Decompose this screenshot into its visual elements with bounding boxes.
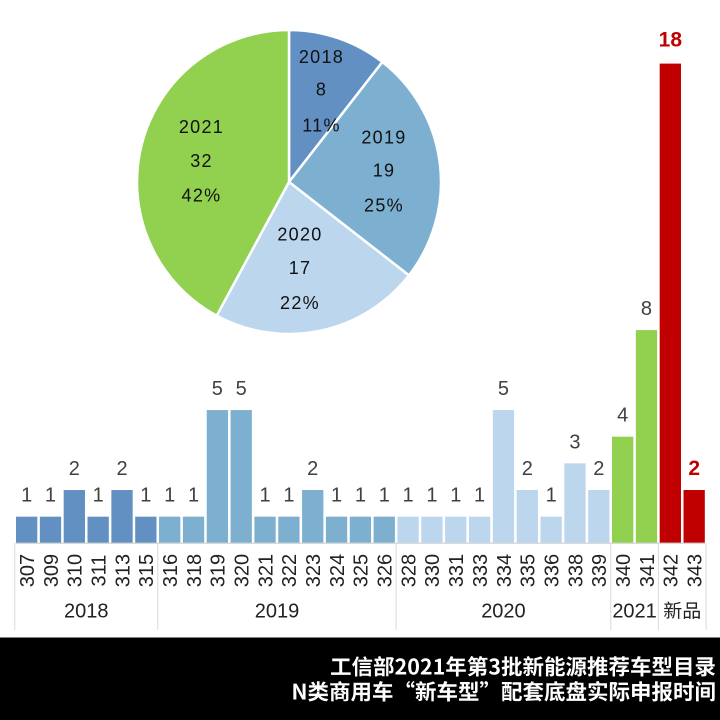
svg-text:1: 1 [259,485,270,507]
svg-text:1: 1 [164,485,175,507]
svg-text:2: 2 [593,458,604,480]
svg-text:1: 1 [546,485,557,507]
svg-text:1: 1 [331,485,342,507]
svg-text:334: 334 [494,554,516,587]
svg-text:2019: 2019 [255,601,300,623]
svg-text:2: 2 [688,457,700,480]
svg-text:2: 2 [69,458,80,480]
svg-text:323: 323 [303,554,325,587]
svg-text:336: 336 [541,554,563,587]
svg-text:313: 313 [112,554,134,587]
svg-text:319: 319 [208,554,230,587]
svg-text:1: 1 [140,485,151,507]
svg-text:22%: 22% [280,293,320,313]
svg-text:1: 1 [474,485,485,507]
svg-text:331: 331 [446,554,468,587]
svg-text:318: 318 [184,554,206,587]
svg-text:19: 19 [373,161,396,181]
svg-text:1: 1 [426,485,437,507]
svg-text:2019: 2019 [361,128,406,148]
svg-text:2020: 2020 [481,601,526,623]
svg-text:328: 328 [398,554,420,587]
svg-text:1: 1 [379,485,390,507]
svg-text:18: 18 [659,29,683,52]
svg-text:340: 340 [613,554,635,587]
svg-text:321: 321 [255,554,277,587]
svg-text:320: 320 [232,554,254,587]
svg-text:342: 342 [661,554,683,587]
svg-text:333: 333 [470,554,492,587]
svg-text:1: 1 [355,485,366,507]
svg-text:2: 2 [522,458,533,480]
svg-text:339: 339 [589,554,611,587]
svg-text:5: 5 [236,378,247,400]
svg-text:335: 335 [518,554,540,587]
svg-text:324: 324 [327,554,349,587]
svg-text:1: 1 [45,485,56,507]
svg-text:307: 307 [17,554,39,587]
svg-text:2020: 2020 [277,225,322,245]
svg-text:322: 322 [279,554,301,587]
svg-text:2018: 2018 [299,47,344,67]
svg-text:1: 1 [93,485,104,507]
svg-text:3: 3 [569,431,580,453]
svg-text:311: 311 [88,555,110,587]
svg-text:4: 4 [617,405,628,427]
svg-text:309: 309 [41,554,63,587]
svg-text:326: 326 [375,554,397,587]
svg-text:8: 8 [316,80,327,100]
svg-text:42%: 42% [182,186,222,206]
svg-text:343: 343 [684,554,706,587]
svg-text:1: 1 [450,485,461,507]
svg-text:338: 338 [565,554,587,587]
svg-text:1: 1 [283,485,294,507]
svg-text:2021: 2021 [179,117,224,137]
svg-text:32: 32 [190,151,213,171]
svg-text:1: 1 [403,485,414,507]
svg-text:5: 5 [498,378,509,400]
svg-text:315: 315 [136,554,158,587]
svg-text:2: 2 [116,458,127,480]
svg-text:1: 1 [188,485,199,507]
svg-text:330: 330 [422,554,444,587]
svg-text:17: 17 [289,258,312,278]
svg-text:325: 325 [351,554,373,587]
svg-text:2: 2 [307,458,318,480]
svg-text:8: 8 [641,298,652,320]
svg-text:316: 316 [160,554,182,587]
svg-text:310: 310 [65,554,87,587]
svg-text:25%: 25% [364,196,404,216]
svg-text:5: 5 [212,378,223,400]
svg-text:341: 341 [637,554,659,587]
svg-text:1: 1 [21,485,32,507]
svg-text:2018: 2018 [64,601,109,623]
svg-text:11%: 11% [302,116,341,136]
svg-text:2021: 2021 [612,601,657,623]
